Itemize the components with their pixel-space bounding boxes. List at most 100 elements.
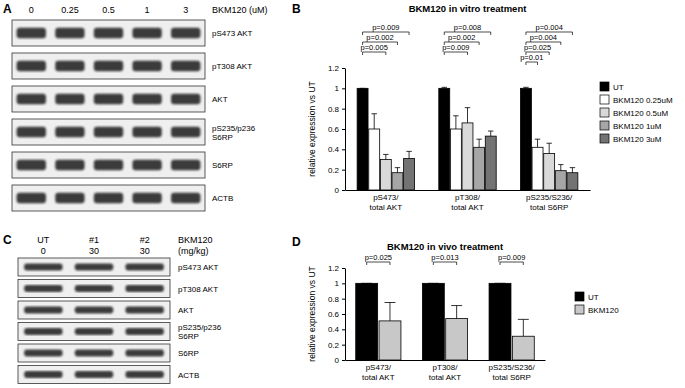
blot-frame	[12, 86, 205, 112]
bar	[450, 129, 461, 190]
y-tick-label: 0.4	[328, 325, 340, 334]
y-tick-label: 0.2	[328, 166, 340, 175]
blot-band	[17, 94, 46, 104]
y-tick-mark	[342, 129, 345, 130]
legend-swatch	[600, 95, 609, 104]
error-bar	[495, 283, 506, 284]
x-tick-label-line: pS235/S236/	[489, 363, 536, 372]
row-label: AKT	[178, 306, 194, 315]
row-label: AKT	[212, 95, 228, 104]
x-tick-label: pS473/total AKT	[362, 363, 395, 382]
lane-label: 30	[140, 246, 150, 256]
x-axis	[346, 190, 591, 191]
error-bar	[406, 151, 411, 158]
error-bar	[570, 168, 575, 173]
bar	[446, 319, 468, 360]
y-tick-mark	[342, 88, 345, 89]
blot-frame	[12, 152, 205, 178]
x-tick-label-line: total AKT	[362, 373, 395, 382]
error-bar	[383, 154, 388, 159]
x-tick-label: pT308/total AKT	[451, 193, 484, 212]
y-tick: 1	[335, 279, 345, 288]
significance-bracket	[500, 262, 523, 265]
blot-frame	[18, 366, 170, 384]
blot-band	[24, 328, 63, 335]
blot-band	[125, 328, 164, 335]
row-label: pS473 AKT	[178, 263, 219, 272]
blot-band	[75, 371, 114, 378]
legend-label: BKM120 0.25uM	[613, 96, 673, 105]
x-tick-label-line: total AKT	[429, 373, 462, 382]
blot-band	[132, 61, 161, 71]
blot-band	[125, 349, 164, 356]
x-tick-label-line: pT308/	[455, 193, 481, 202]
significance-bracket	[363, 52, 386, 55]
y-tick-label: 0.2	[328, 341, 340, 350]
y-tick: 0	[335, 356, 345, 365]
error-bar	[442, 87, 447, 88]
y-tick: 0.8	[328, 105, 345, 114]
legend-swatch	[600, 121, 609, 130]
blot-band	[94, 28, 123, 38]
bar-chart: BKM120 in vitro treatmentrelative expres…	[307, 3, 673, 212]
error-bar	[476, 139, 481, 147]
y-tick: 0.4	[328, 325, 345, 334]
plot-area	[357, 87, 578, 190]
blot-band	[132, 127, 161, 137]
error-bar	[361, 283, 372, 284]
panel-letter: A	[3, 2, 12, 16]
x-axis-line	[346, 360, 546, 361]
chart-title: BKM120 in vitro treatment	[409, 3, 528, 14]
error-bar	[558, 165, 563, 171]
y-tick-mark	[342, 170, 345, 171]
blot-frame	[12, 53, 205, 79]
bar	[392, 173, 403, 190]
blot-band	[24, 285, 63, 292]
blot-band	[24, 263, 63, 270]
y-tick: 0.6	[328, 310, 345, 319]
y-tick: 0.4	[328, 145, 345, 154]
error-bar	[395, 168, 400, 173]
y-axis: 0 0.2 0.4 0.6 0.8 1 1.2	[328, 64, 346, 195]
panel-letter: D	[292, 235, 301, 249]
y-tick-label: 1.2	[328, 64, 340, 73]
x-tick-label-line: total S6RP	[493, 373, 531, 382]
y-tick-label: 0.6	[328, 125, 340, 134]
bar	[520, 88, 531, 190]
p-value: p=0.004	[536, 23, 563, 32]
x-tick-label-line: pS473/	[373, 193, 399, 202]
y-tick-label: 0.8	[328, 105, 340, 114]
y-tick: 0	[335, 186, 345, 195]
y-tick: 1	[335, 84, 345, 93]
row-label: S6RP	[178, 349, 199, 358]
lane-label: 30	[89, 246, 99, 256]
blot-band	[55, 127, 84, 137]
y-tick: 0.2	[328, 166, 345, 175]
bar	[356, 283, 378, 360]
blot-band	[94, 160, 123, 170]
blot-band	[125, 263, 164, 270]
blot-band	[17, 160, 46, 170]
blot-band	[125, 285, 164, 292]
x-tick-label: pS235/S236/total S6RP	[526, 193, 573, 212]
bar	[439, 88, 450, 190]
bar	[567, 173, 578, 190]
p-value: p=0.002	[366, 33, 393, 42]
blot-band	[171, 94, 200, 104]
legend-swatch	[600, 134, 609, 143]
y-tick-label: 1.2	[328, 264, 340, 273]
legend-swatch	[575, 305, 584, 314]
blot-band	[132, 160, 161, 170]
error-bar	[488, 131, 493, 136]
y-tick-mark	[342, 345, 345, 346]
blot-band	[94, 94, 123, 104]
y-axis-line	[345, 269, 346, 361]
p-value: p=0.005	[361, 43, 388, 52]
blot-frame	[12, 185, 205, 211]
error-bar	[371, 114, 376, 129]
blot-band	[94, 127, 123, 137]
p-value: p=0.009	[442, 43, 469, 52]
figure: ABCD00.250.513BKM120 (uM)pS473 AKTpT308 …	[0, 0, 685, 388]
x-tick-label-line: pT308/	[433, 363, 459, 372]
p-value: p=0.009	[372, 23, 399, 32]
